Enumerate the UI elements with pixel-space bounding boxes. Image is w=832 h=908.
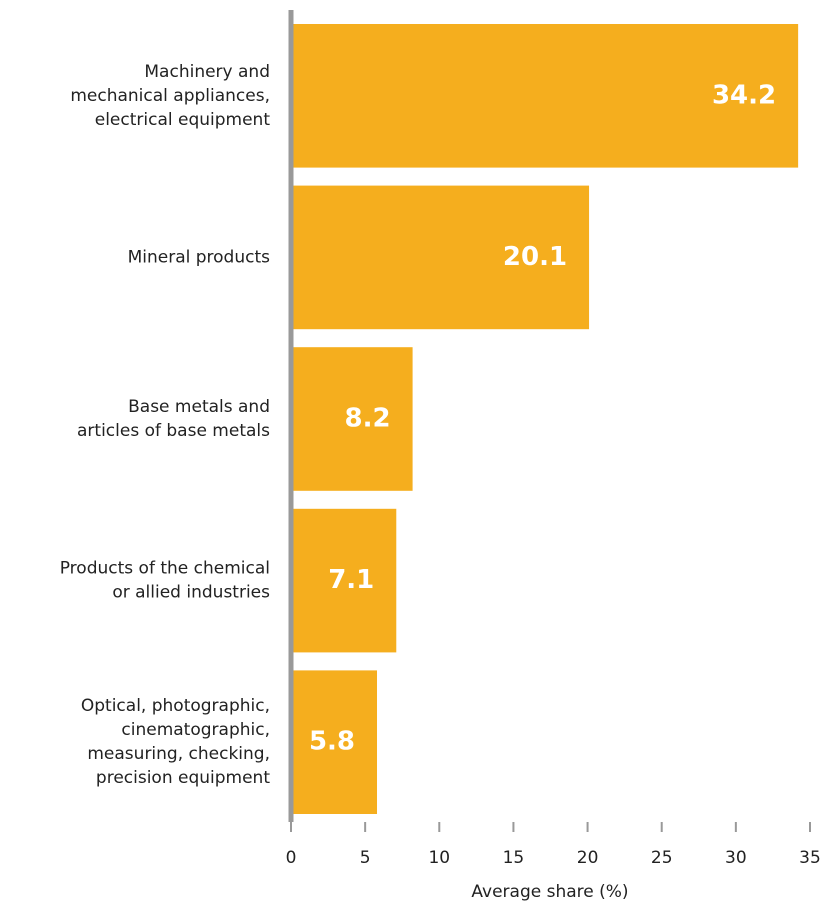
value-label: 7.1 — [328, 565, 374, 595]
y-tick-label: Mineral products — [128, 247, 271, 267]
y-tick-label: Base metals and — [128, 397, 270, 417]
y-tick-label: cinematographic, — [121, 720, 270, 740]
y-tick-label: or allied industries — [112, 583, 270, 603]
y-tick-label: mechanical appliances, — [70, 86, 270, 106]
bar — [291, 347, 413, 491]
y-tick-label: precision equipment — [96, 768, 270, 788]
x-tick-label: 30 — [725, 848, 747, 868]
x-axis-label: Average share (%) — [471, 882, 628, 902]
y-tick-label: Optical, photographic, — [81, 696, 270, 716]
y-tick-label: electrical equipment — [95, 110, 271, 130]
x-tick-label: 35 — [799, 848, 821, 868]
value-label: 5.8 — [309, 727, 355, 757]
x-tick-label: 5 — [360, 848, 371, 868]
x-tick-label: 15 — [503, 848, 525, 868]
bar — [291, 670, 378, 814]
y-tick-label: measuring, checking, — [87, 744, 270, 764]
value-label: 34.2 — [712, 80, 776, 110]
x-tick-label: 25 — [651, 848, 673, 868]
bar — [291, 185, 590, 330]
x-tick-label: 0 — [286, 848, 297, 868]
value-label: 8.2 — [345, 404, 391, 434]
value-label: 20.1 — [503, 242, 567, 272]
y-tick-label: articles of base metals — [77, 421, 270, 441]
bar — [291, 508, 397, 653]
x-tick-label: 20 — [577, 848, 599, 868]
y-tick-label: Machinery and — [144, 62, 270, 82]
bar — [291, 24, 799, 168]
y-tick-label: Products of the chemical — [60, 559, 270, 579]
x-tick-label: 10 — [428, 848, 450, 868]
